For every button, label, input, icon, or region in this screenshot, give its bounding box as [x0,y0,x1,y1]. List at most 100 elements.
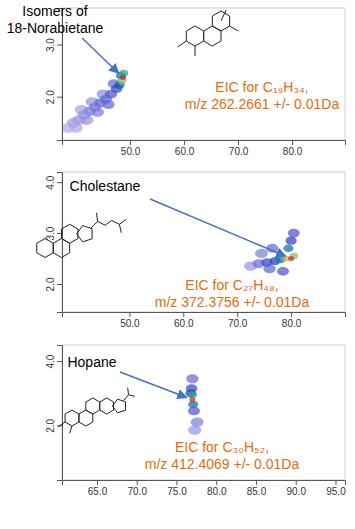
eic-label: EIC for C₂₇H₄₈, [185,277,278,293]
x-tick: 50.0 [120,312,140,329]
bond [70,426,72,433]
bond [178,41,187,47]
ring [186,26,203,46]
x-tick: 90.0 [286,480,306,497]
x-tick-label: 70.0 [228,318,248,329]
ring [77,226,92,242]
x-tick-label: 80.0 [207,486,227,497]
eic-label: EIC for C₁₉H₃₄, [215,79,308,95]
bond [119,224,121,233]
y-tick-label: 2.0 [45,90,56,104]
arrow [150,199,286,256]
x-tick-label: 80.0 [283,146,303,157]
x-tick-label: 65.0 [88,486,108,497]
ring [37,239,53,258]
x-tick-mark [129,312,130,317]
x-axis-line [63,481,346,486]
x-tick-mark [183,312,184,317]
x-tick: 80.0 [207,480,227,497]
y-tick-label: 4.0 [45,175,56,189]
compound-label: Cholestane [70,178,141,194]
x-tick-mark [130,140,131,145]
y-axis-line [57,173,63,313]
y-tick-label: 3.0 [45,226,56,240]
x-tick-mark [238,140,239,145]
arrow [82,38,119,73]
bond [230,26,239,31]
x-axis-line [63,313,346,318]
peak-point [283,245,293,253]
peak-point [277,267,289,276]
molecule-structure [37,213,126,258]
x-tick-label: 50.0 [120,318,140,329]
x-tick: 70.0 [127,480,147,497]
bond [96,213,98,222]
y-axis: 2.0 4.0 [45,346,63,481]
x-tick-label: 95.0 [326,486,346,497]
y-tick-mark [57,284,62,285]
x-tick-label: 60.0 [175,146,195,157]
x-tick-label: 50.0 [121,146,141,157]
y-tick: 2.0 [45,277,62,291]
plot-frame [62,8,345,140]
bond [195,46,196,56]
peak-point [189,397,195,402]
x-tick: 50.0 [121,140,141,157]
x-tick-label: 70.0 [127,486,147,497]
x-tick-label: 70.0 [229,146,249,157]
y-tick: 3.0 [45,226,62,240]
y-tick-label: 3.0 [45,38,56,52]
plot-frame [62,345,345,480]
x-tick: 80.0 [282,312,302,329]
x-tick-label: 85.0 [247,486,267,497]
x-tick-label: 60.0 [174,318,194,329]
ring [212,11,229,31]
molecule-structure [178,10,239,56]
ring [112,399,125,413]
y-tick-mark [57,45,62,46]
x-tick-mark [184,140,185,145]
x-tick-mark [256,480,257,485]
y-tick-mark [57,97,62,98]
x-tick: 95.0 [326,480,346,497]
x-tick-mark [237,312,238,317]
y-tick-mark [57,182,62,183]
peak-point [120,75,126,80]
ring [86,398,100,414]
x-tick-mark [292,140,293,145]
x-tick: 80.0 [283,140,303,157]
compound-label: Hopane [67,354,116,370]
x-tick-mark [137,480,138,485]
y-tick: 4.0 [45,175,62,189]
ring [100,398,114,414]
peak-marks [185,374,203,435]
x-axis: 50.0 60.0 70.0 80.0 [63,140,346,157]
compound-label: Isomers of [22,3,87,19]
eic-label: EIC for C₃₀H₅₂, [175,439,269,455]
peak-marks [62,70,128,133]
bond [58,422,65,427]
peak-point [186,374,198,383]
x-tick: 60.0 [174,312,194,329]
bond [91,220,126,229]
bond [127,388,129,395]
y-tick-mark [57,361,62,362]
eic-label: m/z 412.4069 +/- 0.01Da [145,456,300,472]
ring [65,410,79,426]
y-tick-label: 2.0 [45,418,56,432]
peak-point [255,249,268,258]
x-tick: 85.0 [247,480,267,497]
y-tick: 2.0 [45,90,62,104]
x-tick: 70.0 [229,140,249,157]
panel: 50.0 60.0 70.0 80.0 2.0 3.0 4.0 Cholestane EIC f… [37,172,346,329]
peak-point [288,229,300,238]
x-tick: 60.0 [175,140,195,157]
eic-label: m/z 372.3756 +/- 0.01Da [155,294,310,310]
bond [124,395,135,401]
x-tick-mark [97,480,98,485]
y-tick: 4.0 [45,354,62,368]
x-tick-mark [335,480,336,485]
y-tick: 3.0 [45,38,62,52]
ring [61,224,77,243]
x-axis-line [63,141,346,146]
